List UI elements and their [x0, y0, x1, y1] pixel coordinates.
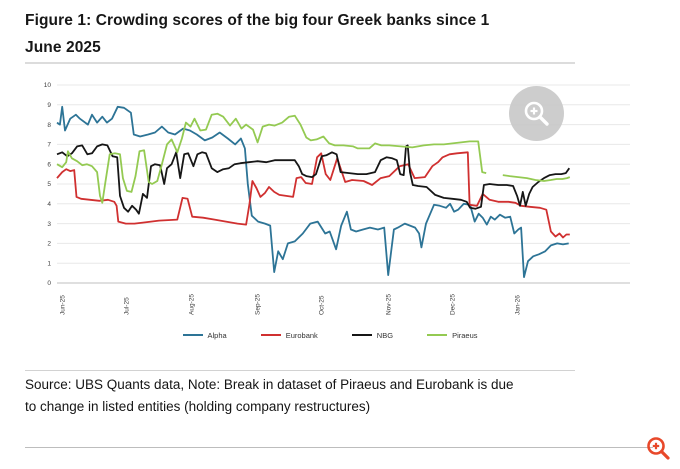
y-tick-label: 1: [47, 260, 51, 267]
x-tick-label: Oct-25: [319, 295, 326, 315]
y-tick-label: 0: [47, 280, 51, 287]
y-tick-label: 8: [47, 122, 51, 129]
magnifier-plus-icon: [524, 101, 549, 126]
series-line-nbg: [56, 143, 571, 215]
legend-label: Alpha: [207, 330, 227, 340]
x-tick-label: Jan-26: [515, 295, 522, 315]
series-line-alpha: [56, 105, 569, 278]
legend-label: Eurobank: [285, 330, 318, 340]
legend-swatch: [260, 334, 281, 336]
chart-legend: Alpha Eurobank NBG Piraeus: [0, 328, 660, 342]
y-tick-label: 9: [47, 102, 51, 109]
legend-swatch: [351, 334, 372, 336]
legend-label: Piraeus: [452, 330, 478, 340]
x-tick-label: Aug-25: [189, 294, 196, 315]
bottom-divider: [25, 447, 653, 448]
y-tick-label: 6: [47, 161, 51, 168]
legend-item-nbg: NBG: [351, 330, 394, 340]
title-divider: [25, 62, 575, 64]
x-tick-label: Jul-25: [123, 297, 130, 315]
x-tick-label: Jun-25: [60, 295, 67, 315]
chart-area: 0 1 2 3 4 5 6 7 8 9 10 Jun-25 Jul-25 Aug-25 Sep-25 Oct-…: [0, 80, 660, 325]
x-tick-label: Dec-25: [449, 294, 456, 315]
page-zoom-button[interactable]: [645, 435, 673, 463]
magnifier-plus-icon: [647, 437, 670, 460]
series-line-piraeus: [56, 112, 571, 204]
x-tick-label: Nov-25: [386, 294, 393, 315]
source-note-line-1: Source: UBS Quants data, Note: Break in …: [25, 377, 514, 392]
legend-swatch: [182, 334, 203, 336]
chart-svg: 0 1 2 3 4 5 6 7 8 9 10 Jun-25 Jul-25 Aug-25 Sep-25 Oct-…: [44, 82, 630, 315]
x-tick-label: Sep-25: [254, 294, 261, 315]
y-tick-label: 2: [47, 241, 51, 248]
series-line-eurobank: [56, 151, 570, 239]
source-divider: [25, 370, 575, 371]
legend-item-alpha: Alpha: [182, 330, 227, 340]
y-tick-label: 7: [47, 142, 51, 149]
y-tick-label: 10: [44, 82, 52, 89]
source-note: Source: UBS Quants data, Note: Break in …: [25, 374, 625, 418]
source-note-line-2: to change in listed entities (holding co…: [25, 399, 371, 414]
legend-item-piraeus: Piraeus: [427, 330, 478, 340]
y-tick-label: 5: [47, 181, 51, 188]
y-tick-label: 4: [47, 201, 51, 208]
legend-label: NBG: [376, 330, 394, 340]
figure-title-line-2: June 2025: [25, 39, 101, 56]
figure-title-line-1: Figure 1: Crowding scores of the big fou…: [25, 12, 490, 29]
chart-zoom-button[interactable]: [509, 86, 564, 141]
legend-swatch: [427, 334, 448, 336]
y-tick-label: 3: [47, 221, 51, 228]
figure-title: Figure 1: Crowding scores of the big fou…: [25, 7, 625, 61]
legend-item-eurobank: Eurobank: [260, 330, 318, 340]
